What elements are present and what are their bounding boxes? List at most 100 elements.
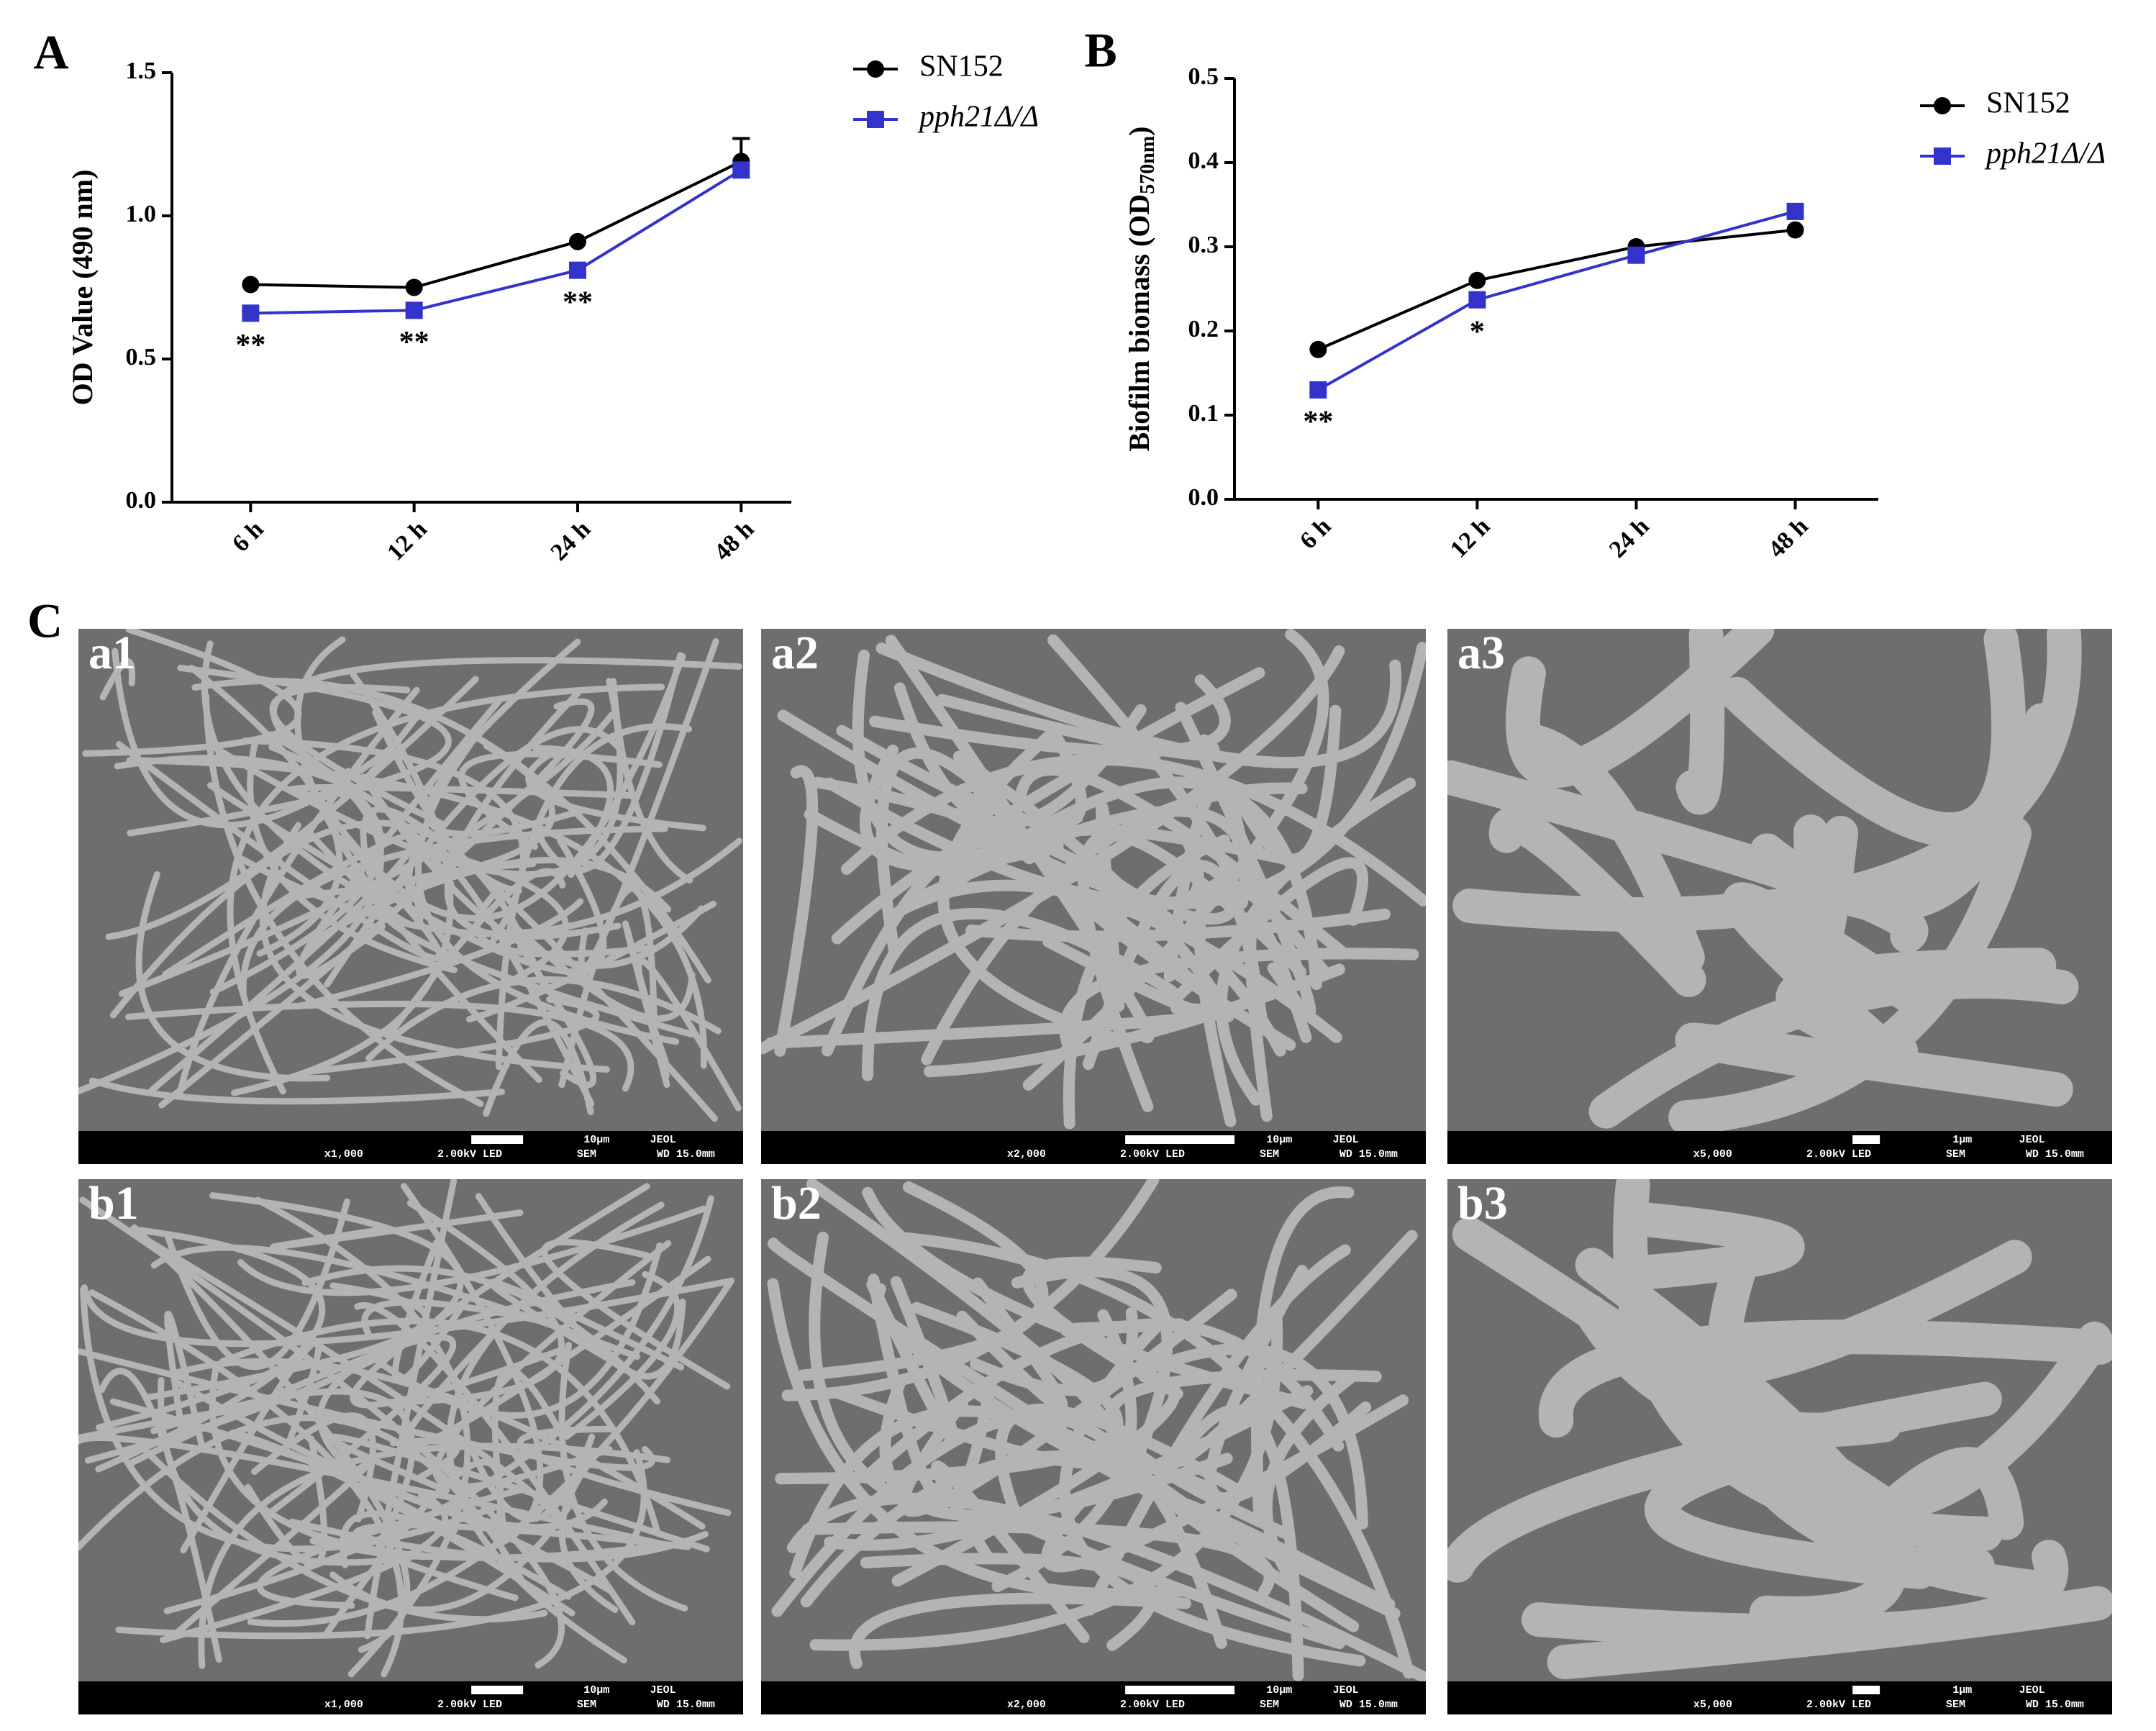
sem-mode: SEM [1946,1699,1965,1711]
hypha [868,1273,996,1508]
data-point [1309,381,1327,399]
y-label-part: 570nm [1137,136,1159,194]
hypha [329,1499,576,1613]
panel-label: A [33,25,68,80]
hypha [995,1404,1247,1526]
sem-info-bar [1447,1131,2112,1164]
hypha [191,677,711,983]
scale-bar [471,1686,524,1694]
data-point [242,276,260,294]
data-point [568,261,586,279]
hypha [558,1458,619,1613]
hypha [869,674,1231,758]
data-point [1468,271,1486,289]
hypha [1538,1319,2112,1438]
hypha [354,1302,636,1626]
hypha [365,976,722,1062]
y-tick-label: 1.0 [126,201,157,227]
legend-marker [867,60,884,78]
hypha [251,1412,376,1522]
sem-wd: WD 15.0mm [2026,1699,2084,1711]
panel-sublabel: b3 [1457,1177,1508,1230]
hypha [402,1255,711,1450]
sem-magnification: x1,000 [324,1699,363,1711]
hypha [270,1209,524,1250]
hypha [125,1000,634,1092]
hypha [227,683,665,1095]
panel-sublabel: b1 [88,1177,139,1230]
hypha [201,640,394,913]
hypha [171,1459,373,1638]
data-point [1309,340,1327,358]
sem-wd: WD 15.0mm [2026,1148,2084,1160]
sem-info-bar [761,1681,1426,1714]
hypha [1613,1179,2003,1551]
hypha [164,1310,205,1449]
data-point [1468,291,1486,309]
y-axis-label: OD Value (490 nm) [66,170,99,406]
hypha [126,757,707,1069]
hypha [1623,1201,1805,1291]
y-tick-label: 0.0 [126,487,157,514]
sem-mode: SEM [1260,1699,1279,1711]
series-line [250,160,742,289]
hypha [809,1231,931,1514]
hypha [99,658,136,701]
hypha [364,1179,458,1640]
hypha [965,908,1391,942]
sem-wd: WD 15.0mm [1339,1148,1398,1160]
sem-mode: SEM [577,1699,596,1711]
hypha [890,1231,1415,1679]
hypha [937,729,1127,1046]
hypha [269,683,444,827]
hypha [1251,1186,1355,1520]
y-tick-label: 0.3 [1188,232,1219,258]
significance: ** [1303,406,1333,439]
hypha [558,885,658,1089]
hypha [875,642,1402,768]
hypha [558,1342,688,1612]
significance: ** [235,329,265,362]
sem-voltage: 2.00kV LED [1806,1148,1871,1160]
hypha [115,1449,647,1640]
sem-image [78,1179,743,1681]
sem-maker: JEOL [1333,1684,1359,1696]
legend-label: SN152 [919,50,1004,83]
sem-maker: JEOL [650,1684,676,1696]
sem-voltage: 2.00kV LED [437,1148,502,1160]
hypha [483,1019,594,1117]
legend-label: pph21Δ/Δ [1984,137,2106,171]
data-point [1786,221,1804,239]
scale-bar [471,1135,524,1144]
hypha [242,737,527,948]
hypha [840,753,1426,907]
hypha [78,1435,673,1550]
y-tick-label: 0.2 [1188,316,1219,342]
hypha [386,868,566,1038]
hypha [1488,807,1706,997]
hypha [1047,634,1241,925]
sem-image [78,629,743,1131]
hypha [88,1077,506,1105]
sem-magnification: x2,000 [1007,1148,1046,1160]
sem-image [1447,629,2112,1131]
significance: * [1470,315,1485,348]
hypha [317,1278,636,1534]
hypha [1063,834,1230,1130]
y-axis-label: Biofilm biomass (OD570nm) [1123,126,1159,451]
hypha [811,776,1286,1057]
sem-voltage: 2.00kV LED [1806,1699,1871,1711]
legend-marker [1934,97,1951,114]
sem-voltage: 2.00kV LED [1120,1148,1185,1160]
hypha [956,1277,1068,1413]
hypha [1645,1434,1937,1589]
hypha [306,830,424,929]
sem-image [761,1179,1426,1681]
hypha [879,1378,1233,1522]
hypha [105,676,479,940]
hypha [771,1411,1227,1650]
hypha [288,1518,709,1563]
sem-wd: WD 15.0mm [657,1699,715,1711]
legend-marker [1934,147,1951,165]
